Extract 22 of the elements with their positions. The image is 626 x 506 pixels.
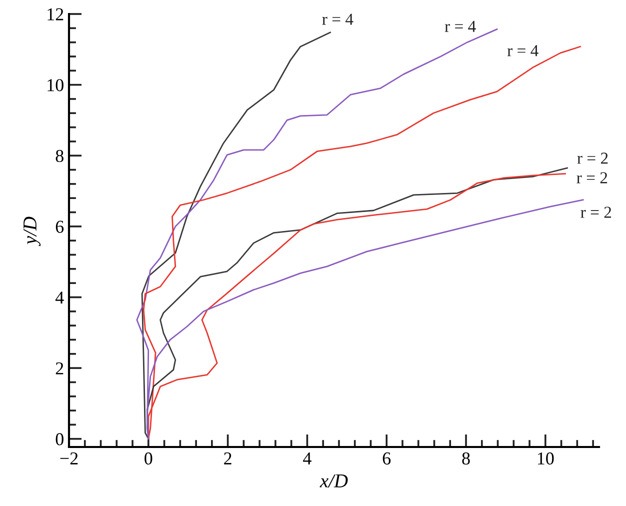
series-label: r = 2 (580, 206, 612, 218)
x-tick-label: 2 (224, 452, 232, 464)
series-label: r = 2 (576, 172, 608, 184)
series-label: r = 4 (444, 20, 476, 32)
y-tick-label: 2 (56, 362, 64, 374)
y-axis-title: y/D (24, 216, 41, 246)
x-tick-label: −2 (60, 452, 78, 464)
y-tick-label: 0 (56, 433, 64, 446)
series-label: r = 4 (507, 45, 538, 56)
y-tick-label: 12 (48, 8, 64, 20)
x-tick-label: 4 (303, 452, 312, 464)
x-tick-label: 8 (462, 452, 470, 465)
y-tick-label: 8 (56, 150, 64, 162)
series-label: r = 2 (577, 152, 608, 164)
x-tick-label: 6 (382, 452, 391, 465)
series-label: r = 4 (322, 14, 354, 25)
x-axis-title: x/D (320, 474, 348, 488)
y-tick-label: 10 (48, 79, 64, 92)
x-tick-label: 10 (538, 452, 554, 465)
y-tick-label: 6 (56, 220, 64, 233)
x-tick-label: 0 (144, 452, 152, 465)
y-tick-label: 4 (55, 292, 64, 304)
